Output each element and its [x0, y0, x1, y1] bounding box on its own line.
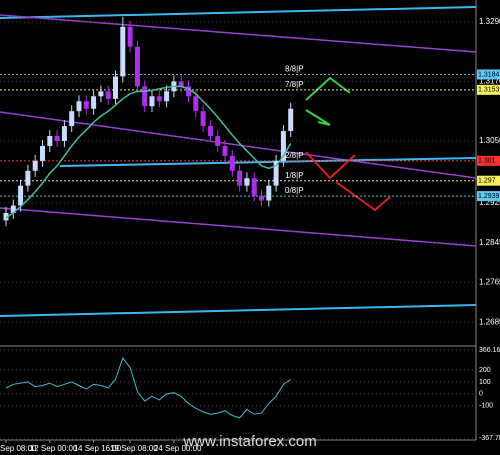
candle-body — [98, 91, 104, 97]
osc-tick-label: 100 — [479, 379, 491, 386]
candle-body — [142, 86, 148, 107]
level-label: 1/8|P — [285, 171, 304, 180]
candle-body — [266, 185, 272, 201]
candle-body — [273, 160, 279, 186]
candle-body — [25, 170, 31, 186]
candle-body — [156, 96, 162, 102]
level-price-box — [477, 191, 500, 202]
candle-body — [3, 212, 9, 221]
x-tick-label: Sep 08:00 — [0, 444, 37, 453]
level-price-box — [477, 155, 500, 166]
candle-body — [127, 26, 133, 47]
y-tick-label: 1.3290 — [479, 17, 500, 26]
y-tick-label: 1.2765 — [479, 278, 500, 287]
level-price: 1.301 — [478, 158, 496, 165]
forecast-arrow — [305, 109, 331, 126]
osc-tick-label: -100 — [479, 403, 493, 410]
forecast-arrow — [305, 76, 351, 101]
oscillator-line — [5, 356, 291, 419]
trend-line — [0, 207, 477, 247]
trend-lines — [0, 6, 477, 317]
level-label: 0/8|P — [285, 186, 304, 195]
level-price: 1.297 — [478, 178, 496, 185]
candle-body — [186, 86, 191, 97]
candle-body — [164, 91, 170, 102]
candle-body — [105, 91, 111, 99]
level-label: 2/8|P — [285, 151, 304, 160]
candle-body — [193, 96, 199, 112]
watermark: www.instaforex.com — [182, 433, 316, 450]
candle-body — [40, 145, 45, 161]
x-tick-label: 12 Sep 00:00 — [30, 444, 78, 453]
trend-line — [0, 111, 477, 179]
candle-body — [222, 145, 228, 156]
candle-body — [83, 101, 89, 109]
osc-tick-label: 366.161 — [479, 347, 500, 354]
candle-body — [134, 46, 140, 87]
osc-tick-label: 200 — [479, 367, 491, 374]
y-tick-label: 1.3170 — [479, 77, 500, 86]
candle-body — [207, 126, 213, 137]
candle-body — [113, 76, 118, 99]
forecast-arrow — [335, 181, 391, 212]
level-price: 1.3153 — [478, 87, 500, 94]
candle-body — [69, 111, 75, 127]
candle-body — [244, 178, 250, 186]
trend-line — [0, 6, 477, 19]
y-tick-label: 1.2685 — [479, 317, 500, 326]
candle-body — [149, 96, 155, 107]
level-price-box — [477, 84, 500, 95]
level-price: 1.3184 — [478, 71, 500, 78]
level-price: 1.2939 — [478, 193, 500, 200]
candle-body — [200, 111, 206, 127]
candle-body — [120, 26, 126, 77]
candle-body — [10, 205, 16, 213]
candle-body — [251, 178, 257, 196]
candle-body — [237, 170, 243, 186]
osc-tick-label: 0 — [479, 391, 483, 398]
y-tick-label: 1.2845 — [479, 238, 500, 247]
trend-line — [59, 157, 477, 167]
candle-body — [32, 160, 38, 171]
level-price-box — [477, 69, 500, 80]
candle-body — [280, 131, 286, 161]
x-tick-label: 19 Sep 08:00 — [110, 444, 158, 453]
candle-body — [91, 96, 97, 109]
candle-body — [259, 195, 264, 201]
moving-average — [5, 85, 292, 219]
candle-body — [61, 126, 67, 141]
x-tick-label: 24 Sep 00:00 — [154, 444, 202, 453]
level-label: 7/8|P — [285, 80, 304, 89]
candle-body — [54, 136, 60, 141]
osc-tick-label: -367.789 — [479, 435, 500, 442]
trend-line — [0, 304, 477, 317]
candle-body — [229, 155, 235, 171]
y-tick-label: 1.2925 — [479, 198, 500, 207]
candle-body — [178, 81, 184, 87]
candle-body — [18, 185, 24, 206]
y-tick-label: 1.3050 — [479, 136, 500, 145]
x-tick-label: 14 Sep 16:00 — [74, 444, 122, 453]
candle-body — [76, 101, 82, 112]
candle-body — [47, 136, 53, 146]
candle-body — [288, 108, 294, 132]
level-label: 8/8|P — [285, 65, 304, 74]
level-price-box — [477, 175, 500, 186]
trend-line — [0, 14, 477, 53]
candle-body — [215, 136, 221, 146]
